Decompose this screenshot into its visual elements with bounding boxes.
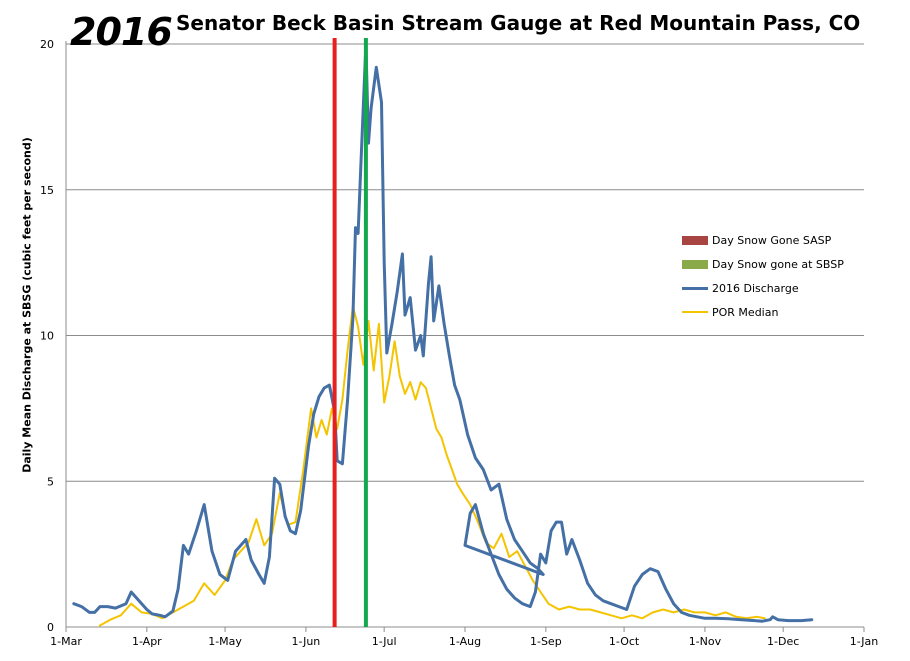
x-tick-label-1-Jan: 1-Jan [850, 635, 879, 648]
chart-title: Senator Beck Basin Stream Gauge at Red M… [176, 11, 861, 35]
x-tick-label-1-Apr: 1-Apr [132, 635, 162, 648]
legend-item-snow-gone-sbsp: Day Snow gone at SBSP [682, 252, 844, 276]
legend-item-2016-discharge: 2016 Discharge [682, 276, 844, 300]
series-line-2016-discharge [72, 42, 814, 623]
x-tick-label-1-Jul: 1-Jul [372, 635, 397, 648]
legend-item-snow-gone-sasp: Day Snow Gone SASP [682, 228, 844, 252]
x-tick-label-1-Nov: 1-Nov [689, 635, 722, 648]
y-tick-label-15: 15 [40, 184, 54, 197]
x-tick-label-1-Sep: 1-Sep [530, 635, 562, 648]
series-line-por-median [98, 305, 766, 627]
y-tick-label-0: 0 [47, 621, 54, 634]
legend-swatch-snow-gone-sbsp [682, 259, 708, 269]
legend-label-snow-gone-sbsp: Day Snow gone at SBSP [712, 257, 844, 271]
x-tick-label-1-Aug: 1-Aug [449, 635, 481, 648]
x-tick-label-1-Mar: 1-Mar [50, 635, 82, 648]
legend-item-por-median: POR Median [682, 300, 844, 324]
legend-label-por-median: POR Median [712, 305, 779, 319]
x-tick-label-1-Jun: 1-Jun [292, 635, 321, 648]
legend-label-2016-discharge: 2016 Discharge [712, 281, 799, 295]
year-badge: 2016 [70, 10, 173, 54]
x-tick-label-1-May: 1-May [208, 635, 242, 648]
x-tick-label-1-Oct: 1-Oct [609, 635, 640, 648]
legend-swatch-por-median [682, 311, 708, 313]
legend-label-snow-gone-sasp: Day Snow Gone SASP [712, 233, 832, 247]
y-tick-label-10: 10 [40, 330, 54, 343]
series [72, 42, 814, 627]
legend-swatch-snow-gone-sasp [682, 235, 708, 245]
snow-gone-markers [332, 38, 368, 627]
gridlines [66, 43, 864, 482]
legend: Day Snow Gone SASP Day Snow gone at SBSP… [682, 228, 844, 324]
y-tick-label-5: 5 [47, 475, 54, 488]
legend-swatch-2016-discharge [682, 286, 708, 290]
y-axis-label: Daily Mean Discharge at SBSG (cubic feet… [20, 137, 34, 473]
y-tick-label-20: 20 [40, 38, 54, 51]
axes: 0 5 10 15 20 1-Mar 1-Apr 1-May 1-Jun 1-Jul 1-Aug 1-… [40, 38, 878, 648]
x-tick-label-1-Dec: 1-Dec [767, 635, 799, 648]
